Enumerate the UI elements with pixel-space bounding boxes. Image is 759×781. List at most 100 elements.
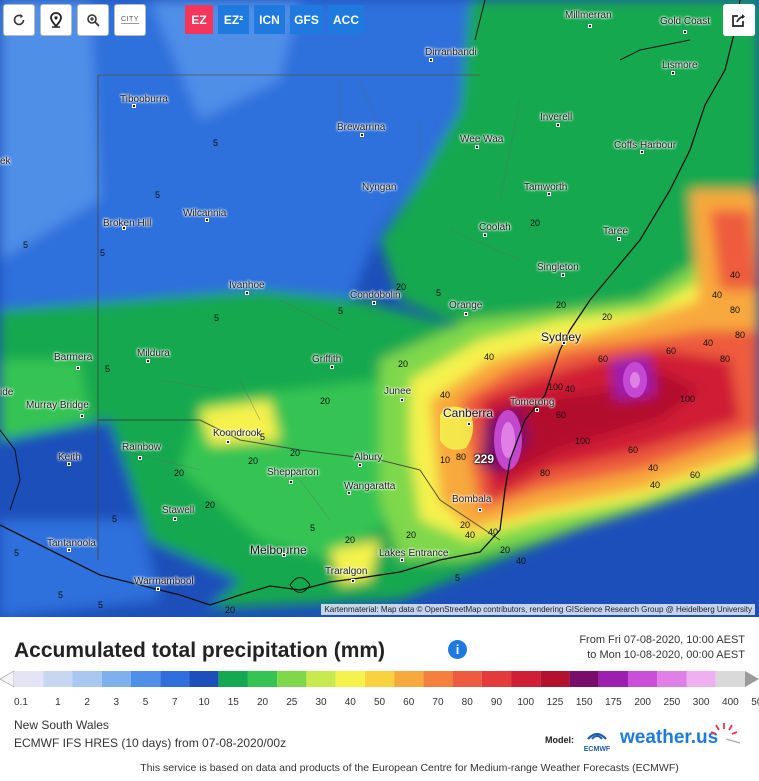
model-button-label: EZ [191,12,207,27]
model-button-acc[interactable]: ACC [328,5,364,34]
scale-color-bin [394,671,424,687]
contour-label: 40 [650,480,661,490]
city-dot [245,291,249,295]
contour-label: 20 [396,282,407,292]
region-label: New South Wales [14,718,109,732]
ecmwf-logo: ECMWF [578,728,616,753]
contour-label: 80 [730,305,741,315]
scale-tick-label: 500 [751,697,759,708]
model-button-ez2[interactable]: EZ² [218,5,249,34]
contour-label: 60 [598,354,609,364]
city-label: Tibooburra [120,94,168,105]
city-label: Nyngan [362,182,397,193]
city-toggle-label: CITY [121,16,139,24]
model-label: Model: [545,735,574,745]
sun-rays-icon [710,723,741,744]
contour-label: 5 [436,288,442,298]
contour-label: 80 [720,354,731,364]
scale-color-bin [598,671,629,687]
model-button-gfs[interactable]: GFS [290,5,323,34]
contour-label: 5 [58,590,64,600]
scale-tick-label: 30 [315,697,327,708]
scale-color-bin [569,671,599,687]
contour-label: 5 [112,514,118,524]
contour-label: 20 [460,520,471,530]
weather-us-logo[interactable]: weather.us [620,727,719,748]
contour-label: 5 [338,306,344,316]
contour-label: 20 [345,535,356,545]
contour-label: 20 [205,500,216,510]
info-button[interactable]: i [448,640,467,659]
city-label: Gold Coast [660,16,711,27]
scale-tick-label: 70 [432,697,444,708]
locate-button[interactable] [40,4,72,36]
model-button-label: GFS [294,12,319,27]
refresh-icon [13,14,25,26]
city-label: Ivanhoe [229,280,265,291]
city-label: Koondrook [213,428,262,439]
scale-color-bin [218,671,248,687]
precipitation-map[interactable]: CITY EZ EZ² ICN GFS ACC Millmerran Gold C… [0,0,759,617]
city-label: ide [0,387,14,398]
city-label: Inverell [540,112,573,123]
city-label: Canberra [443,406,494,420]
scale-color-bin [335,671,365,687]
scale-tick-label: 400 [722,697,739,708]
model-run-label: ECMWF IFS HRES (10 days) from 07-08-2020… [14,736,287,750]
contour-label: 20 [225,605,236,615]
city-label: Murray Bridge [26,400,89,411]
city-dot [464,312,468,316]
city-label: Coffs Harbour [614,140,677,151]
scale-tick-label: 3 [114,697,120,708]
scale-tick-label: 25 [286,697,298,708]
model-button-label: ICN [259,12,280,27]
precipitation-field [0,0,759,617]
share-button[interactable] [723,4,755,36]
scale-tick-label: 40 [345,697,357,708]
scale-tick-label: 60 [403,697,415,708]
scale-tick-label: 200 [634,697,651,708]
scale-color-bin [101,671,131,687]
contour-label: 20 [290,448,301,458]
city-label: Tantanoola [47,538,96,549]
scale-color-bin [247,671,278,687]
scale-color-bin [657,671,687,687]
scale-color-bin [160,671,190,687]
max-precipitation-label: 229 [474,452,495,466]
legend-title: Accumulated total precipitation (mm) [14,639,386,662]
city-label: Barmera [54,352,93,363]
city-label: Wee Waa [460,134,504,145]
scale-color-bin [130,671,161,687]
contour-label: 5 [14,548,20,558]
ecmwf-logo-text: ECMWF [583,746,611,753]
city-dot [132,104,136,108]
city-dot [547,192,551,196]
zoom-button[interactable] [77,4,109,36]
scale-tick-label: 50 [374,697,386,708]
city-dot [640,150,644,154]
city-label: Stawell [162,505,195,516]
model-button-icn[interactable]: ICN [254,5,285,34]
date-range: From Fri 07-08-2020, 10:00 AEST to Mon 1… [579,633,745,663]
scale-tick-label: 90 [491,697,503,708]
model-button-ez[interactable]: EZ [185,5,213,34]
contour-label: 20 [500,545,511,555]
contour-label: 20 [398,359,409,369]
contour-label: 40 [516,556,527,566]
city-dot [475,145,479,149]
city-dot [67,462,71,466]
city-label: ek [0,156,11,167]
contour-label: 20 [602,312,613,322]
city-toggle-button[interactable]: CITY [114,4,146,36]
contour-label: 20 [530,218,541,228]
contour-label: 5 [214,313,220,323]
city-label: Tomerong [510,397,555,408]
city-label: Orange [449,300,483,311]
scale-color-bin [715,671,745,687]
scale-tick-label: 7 [172,697,178,708]
scale-color-bin [452,671,482,687]
contour-label: 40 [488,527,499,537]
location-pin-icon [50,12,62,28]
city-dot [535,408,539,412]
refresh-button[interactable] [3,4,35,36]
